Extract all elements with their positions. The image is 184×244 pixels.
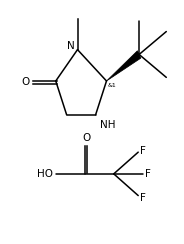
Text: N: N <box>67 41 75 51</box>
Text: O: O <box>82 132 90 142</box>
Polygon shape <box>107 51 141 81</box>
Text: F: F <box>146 169 151 179</box>
Text: NH: NH <box>100 120 116 130</box>
Text: &1: &1 <box>107 83 116 88</box>
Text: F: F <box>140 193 146 203</box>
Text: F: F <box>140 146 146 156</box>
Text: O: O <box>21 77 29 87</box>
Text: HO: HO <box>37 169 53 179</box>
